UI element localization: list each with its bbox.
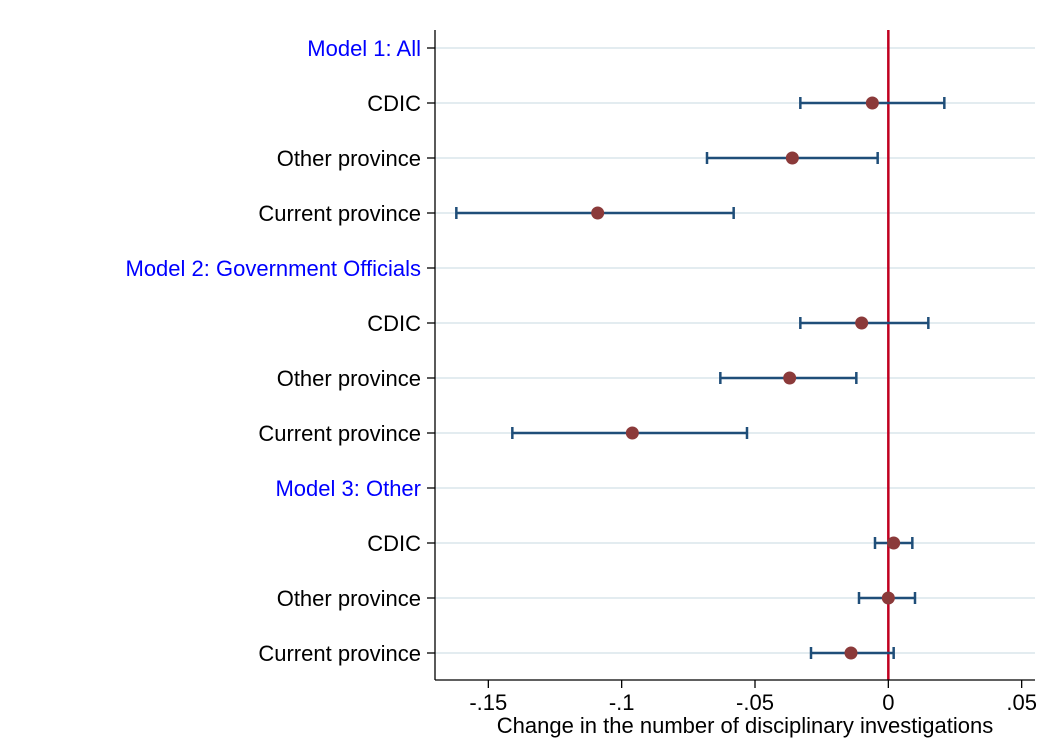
- row-label: CDIC: [367, 531, 421, 556]
- row-label: Other province: [277, 146, 421, 171]
- row-label: Other province: [277, 366, 421, 391]
- point-estimates: [591, 96, 901, 660]
- model-header-label: Model 3: Other: [275, 476, 421, 501]
- row-label: CDIC: [367, 311, 421, 336]
- point-estimate: [887, 536, 901, 550]
- row-label: CDIC: [367, 91, 421, 116]
- x-tick-labels: -.15 -.1 -.05 0 .05: [469, 680, 1037, 715]
- row-labels: Model 1: All CDIC Other province Current pr…: [126, 36, 422, 666]
- point-estimate: [844, 646, 858, 660]
- point-estimate: [855, 316, 869, 330]
- x-tick-label: -.05: [736, 690, 774, 715]
- x-tick-label: -.1: [609, 690, 635, 715]
- point-estimate: [865, 96, 879, 110]
- x-tick-label: .05: [1006, 690, 1037, 715]
- point-estimate: [625, 426, 639, 440]
- row-label: Other province: [277, 586, 421, 611]
- row-label: Current province: [258, 641, 421, 666]
- point-estimate: [785, 151, 799, 165]
- model-header-label: Model 1: All: [307, 36, 421, 61]
- point-estimate: [591, 206, 605, 220]
- row-label: Current province: [258, 201, 421, 226]
- row-label: Current province: [258, 421, 421, 446]
- x-tick-label: 0: [882, 690, 894, 715]
- axes: [434, 30, 1035, 681]
- model-header-label: Model 2: Government Officials: [126, 256, 422, 281]
- x-tick-label: -.15: [469, 690, 507, 715]
- point-estimate: [783, 371, 797, 385]
- grid-lines: [427, 47, 1035, 654]
- point-estimate: [881, 591, 895, 605]
- x-axis-title: Change in the number of disciplinary inv…: [497, 713, 994, 738]
